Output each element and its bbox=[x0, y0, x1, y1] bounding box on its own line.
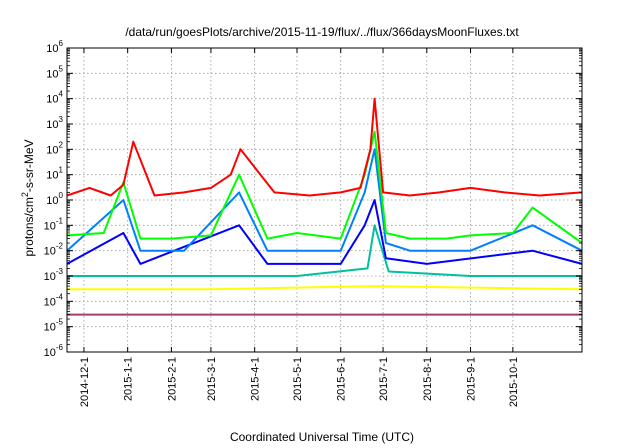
y-tick-exponent: 1 bbox=[59, 166, 64, 175]
y-tick-exponent: 0 bbox=[59, 191, 64, 200]
x-tick-label: 2015-2-1 bbox=[166, 357, 178, 401]
y-tick-label: 100 bbox=[46, 191, 63, 207]
y-tick-exponent: -2 bbox=[56, 242, 64, 251]
series-line bbox=[67, 285, 583, 291]
x-tick-label: 2015-9-1 bbox=[466, 357, 478, 401]
x-axis-label: Coordinated Universal Time (UTC) bbox=[230, 430, 414, 444]
grid bbox=[67, 48, 582, 352]
x-tick-label: 2015-3-1 bbox=[206, 357, 218, 401]
x-axis: 2014-12-1 2015-1-1 2015-2-1 2015-3-1 2015-4-… bbox=[79, 48, 520, 407]
y-tick-exponent: -5 bbox=[56, 318, 64, 327]
chart-title: /data/run/goesPlots/archive/2015-11-19/f… bbox=[125, 25, 519, 39]
y-tick-exponent: -4 bbox=[56, 292, 64, 301]
series-line bbox=[67, 224, 582, 277]
y-tick-exponent: 4 bbox=[59, 90, 64, 99]
y-tick-exponent: 3 bbox=[59, 115, 64, 124]
y-tick-label: 10-3 bbox=[44, 267, 64, 283]
y-axis: 10-610-510-410-310-210-11001011021031041… bbox=[44, 39, 582, 359]
y-tick-exponent: 2 bbox=[59, 140, 64, 149]
y-tick-label: 103 bbox=[46, 115, 63, 131]
y-tick-label: 10-5 bbox=[44, 318, 64, 334]
y-tick-exponent: -1 bbox=[56, 216, 64, 225]
y-tick-label: 10-6 bbox=[44, 343, 64, 359]
x-tick-label: 2015-6-1 bbox=[336, 357, 348, 401]
y-tick-label: 101 bbox=[46, 166, 63, 182]
y-tick-label: 102 bbox=[46, 140, 63, 156]
x-tick-label: 2015-5-1 bbox=[292, 357, 304, 401]
y-tick-label: 106 bbox=[46, 39, 63, 55]
series-line bbox=[66, 148, 583, 252]
x-tick-label: 2015-7-1 bbox=[378, 357, 390, 401]
y-tick-label: 105 bbox=[46, 64, 63, 80]
x-tick-label: 2015-8-1 bbox=[422, 357, 434, 401]
y-tick-exponent: -3 bbox=[56, 267, 64, 276]
series-line bbox=[66, 199, 583, 265]
y-tick-label: 10-4 bbox=[44, 292, 64, 308]
plot-area bbox=[66, 97, 583, 316]
x-tick-label: 2015-4-1 bbox=[250, 357, 262, 401]
y-tick-exponent: 5 bbox=[59, 64, 64, 73]
series-line bbox=[66, 97, 583, 197]
x-tick-label: 2014-12-1 bbox=[79, 357, 91, 407]
y-tick-exponent: 6 bbox=[59, 39, 64, 48]
x-tick-label: 2015-1-1 bbox=[123, 357, 135, 401]
y-axis-label: protons/cm2-s-sr-MeV bbox=[20, 139, 36, 256]
y-axis-label-pre: protons/cm bbox=[22, 197, 36, 256]
y-axis-label-sup: 2 bbox=[20, 192, 30, 197]
y-tick-label: 10-2 bbox=[44, 242, 64, 258]
series-line bbox=[66, 130, 583, 244]
y-tick-exponent: -6 bbox=[56, 343, 64, 352]
y-tick-label: 10-1 bbox=[44, 216, 64, 232]
y-tick-label: 104 bbox=[46, 90, 63, 106]
y-axis-label-post: -s-sr-MeV bbox=[22, 139, 36, 192]
x-tick-label: 2015-10-1 bbox=[508, 357, 520, 407]
